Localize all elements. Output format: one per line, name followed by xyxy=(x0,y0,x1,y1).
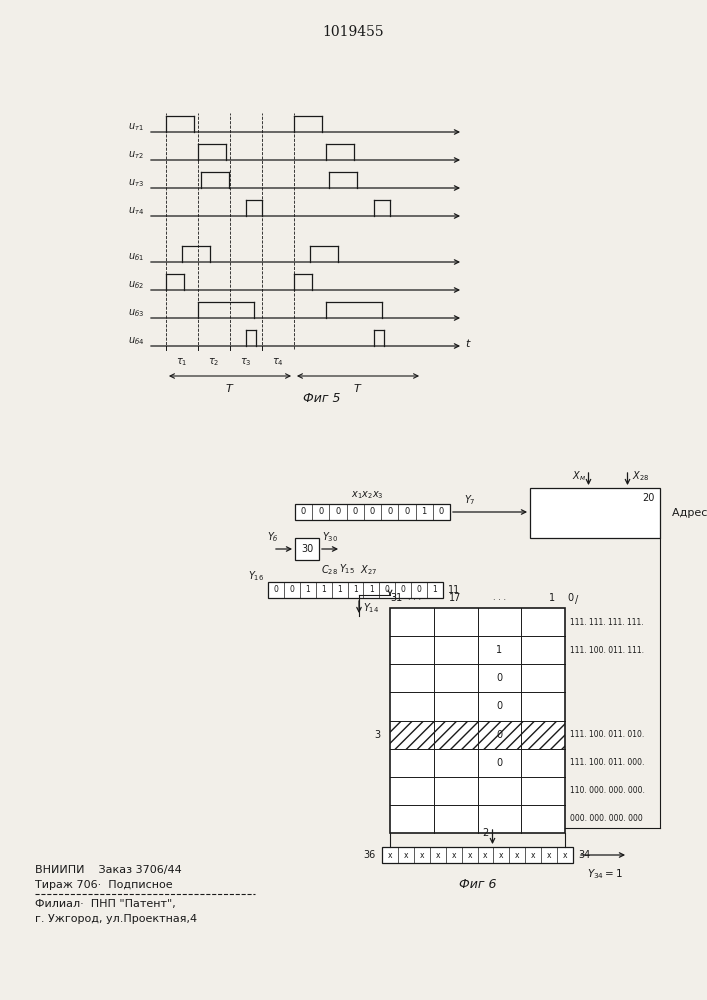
Text: $Y_{34}=1$: $Y_{34}=1$ xyxy=(587,867,623,881)
Text: $T$: $T$ xyxy=(226,382,235,394)
Text: x: x xyxy=(451,850,456,859)
Text: 31: 31 xyxy=(390,593,403,603)
Text: 0: 0 xyxy=(439,508,444,516)
Text: 0: 0 xyxy=(274,585,279,594)
Text: x: x xyxy=(547,850,551,859)
Text: 1: 1 xyxy=(353,585,358,594)
Text: 1: 1 xyxy=(337,585,342,594)
Text: x: x xyxy=(531,850,535,859)
Bar xyxy=(382,847,573,863)
Text: x: x xyxy=(436,850,440,859)
Bar xyxy=(530,488,660,538)
Text: 111. 111. 111. 111.: 111. 111. 111. 111. xyxy=(570,618,643,627)
Bar xyxy=(295,538,319,560)
Text: $u_{б2}$: $u_{б2}$ xyxy=(128,279,144,291)
Text: 20: 20 xyxy=(643,493,655,503)
Text: x: x xyxy=(499,850,503,859)
Text: 0: 0 xyxy=(416,585,421,594)
Text: 1: 1 xyxy=(433,585,438,594)
Text: Адрес ячейки: Адрес ячейки xyxy=(672,508,707,518)
Text: 0: 0 xyxy=(496,758,503,768)
Text: $\tau_4$: $\tau_4$ xyxy=(272,356,284,368)
Text: . . .: . . . xyxy=(407,593,421,602)
Text: /: / xyxy=(575,595,578,605)
Text: $u_{б4}$: $u_{б4}$ xyxy=(128,335,144,347)
Text: 0: 0 xyxy=(387,508,392,516)
Text: $X_{28}$: $X_{28}$ xyxy=(631,469,649,483)
Text: 17: 17 xyxy=(450,593,462,603)
Text: 0: 0 xyxy=(370,508,375,516)
Text: $Y_{30}$: $Y_{30}$ xyxy=(322,530,338,544)
Text: 1: 1 xyxy=(549,593,555,603)
Text: $X_{27}$: $X_{27}$ xyxy=(361,563,378,577)
Text: 0: 0 xyxy=(385,585,390,594)
Text: 111. 100. 011. 000.: 111. 100. 011. 000. xyxy=(570,758,644,767)
Text: 1: 1 xyxy=(321,585,326,594)
Text: 0: 0 xyxy=(301,508,306,516)
Text: 0: 0 xyxy=(289,585,294,594)
Text: 3: 3 xyxy=(374,730,380,740)
Text: Филиал·  ПНП "Патент",: Филиал· ПНП "Патент", xyxy=(35,899,176,909)
Text: $u_{б3}$: $u_{б3}$ xyxy=(128,307,144,319)
Text: $Y_{14}$: $Y_{14}$ xyxy=(363,601,379,615)
Text: 1: 1 xyxy=(496,645,503,655)
Text: 30: 30 xyxy=(301,544,313,554)
Text: 1: 1 xyxy=(305,585,310,594)
Text: $\tau_1$: $\tau_1$ xyxy=(176,356,188,368)
Text: 0: 0 xyxy=(567,593,573,603)
Text: $u_{т3}$: $u_{т3}$ xyxy=(128,177,144,189)
Text: Тираж 706·  Подписное: Тираж 706· Подписное xyxy=(35,880,173,890)
Text: 000. 000. 000. 000: 000. 000. 000. 000 xyxy=(570,814,643,823)
Text: x: x xyxy=(483,850,488,859)
Text: 34: 34 xyxy=(578,850,590,860)
Text: $Y_{15}$: $Y_{15}$ xyxy=(339,562,355,576)
Text: 110. 000. 000. 000.: 110. 000. 000. 000. xyxy=(570,786,645,795)
Text: 0: 0 xyxy=(335,508,341,516)
Text: $X_м$: $X_м$ xyxy=(571,469,585,483)
Text: 0: 0 xyxy=(496,701,503,711)
Text: x: x xyxy=(515,850,520,859)
Text: . . .: . . . xyxy=(493,593,506,602)
Text: $t$: $t$ xyxy=(465,337,472,349)
Text: $Y_7$: $Y_7$ xyxy=(464,493,476,507)
Bar xyxy=(390,608,565,833)
Text: x: x xyxy=(419,850,424,859)
Text: $u_{т2}$: $u_{т2}$ xyxy=(128,149,144,161)
Text: 0: 0 xyxy=(496,673,503,683)
Text: 111. 100. 011. 010.: 111. 100. 011. 010. xyxy=(570,730,644,739)
Text: $\tau_3$: $\tau_3$ xyxy=(240,356,252,368)
Text: $T$: $T$ xyxy=(354,382,363,394)
Text: 111. 100. 011. 111.: 111. 100. 011. 111. xyxy=(570,646,644,655)
Text: 36: 36 xyxy=(363,850,376,860)
Bar xyxy=(295,504,450,520)
Text: Фиг 6: Фиг 6 xyxy=(459,879,496,892)
Text: $u_{б1}$: $u_{б1}$ xyxy=(128,251,144,263)
Text: 0: 0 xyxy=(353,508,358,516)
Text: $x_1 x_2 x_3$: $x_1 x_2 x_3$ xyxy=(351,489,384,501)
Text: $\tau_2$: $\tau_2$ xyxy=(209,356,220,368)
Text: 0: 0 xyxy=(318,508,324,516)
Text: $u_{т4}$: $u_{т4}$ xyxy=(128,205,144,217)
Bar xyxy=(390,720,565,749)
Text: 1: 1 xyxy=(421,508,427,516)
Text: x: x xyxy=(467,850,472,859)
Text: x: x xyxy=(404,850,408,859)
Text: 0: 0 xyxy=(496,730,503,740)
Text: $Y_{16}$: $Y_{16}$ xyxy=(248,569,264,583)
Text: ВНИИПИ    Заказ 3706/44: ВНИИПИ Заказ 3706/44 xyxy=(35,865,182,875)
Text: г. Ужгород, ул.Проектная,4: г. Ужгород, ул.Проектная,4 xyxy=(35,914,197,924)
Text: 11: 11 xyxy=(448,585,460,595)
Text: $C_{28}$: $C_{28}$ xyxy=(322,563,339,577)
Text: x: x xyxy=(563,850,567,859)
Text: x: x xyxy=(387,850,392,859)
Text: 1: 1 xyxy=(369,585,374,594)
Text: $u_{т1}$: $u_{т1}$ xyxy=(128,121,144,133)
Text: 0: 0 xyxy=(401,585,406,594)
Text: $Y_б$: $Y_б$ xyxy=(267,530,279,544)
Text: 0: 0 xyxy=(404,508,409,516)
Bar xyxy=(268,582,443,598)
Text: 2: 2 xyxy=(482,828,489,838)
Text: Фиг 5: Фиг 5 xyxy=(303,391,340,404)
Text: 1019455: 1019455 xyxy=(322,25,384,39)
